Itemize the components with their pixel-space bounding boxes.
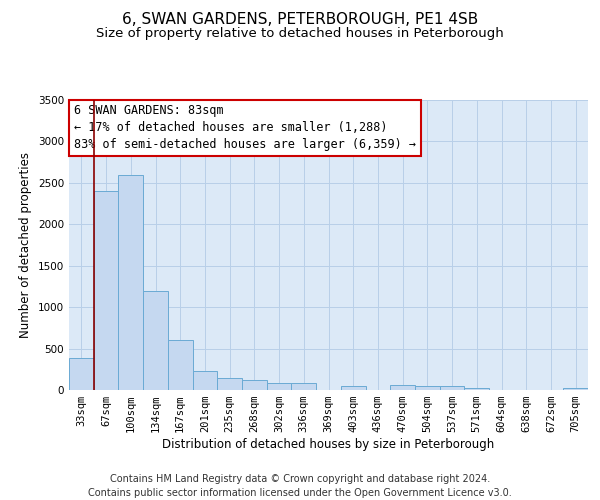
Bar: [168, 340, 193, 390]
Bar: [440, 386, 464, 390]
Bar: [242, 380, 267, 390]
Bar: [217, 378, 242, 390]
Bar: [464, 388, 489, 390]
Bar: [563, 388, 588, 390]
Bar: [267, 382, 292, 390]
Text: Size of property relative to detached houses in Peterborough: Size of property relative to detached ho…: [96, 28, 504, 40]
Bar: [390, 386, 415, 390]
Text: Contains HM Land Registry data © Crown copyright and database right 2024.
Contai: Contains HM Land Registry data © Crown c…: [88, 474, 512, 498]
Bar: [415, 386, 440, 390]
Bar: [341, 386, 365, 390]
Bar: [143, 290, 168, 390]
Bar: [69, 358, 94, 390]
Text: 6, SWAN GARDENS, PETERBOROUGH, PE1 4SB: 6, SWAN GARDENS, PETERBOROUGH, PE1 4SB: [122, 12, 478, 28]
Bar: [193, 371, 217, 390]
Bar: [94, 191, 118, 390]
Bar: [118, 174, 143, 390]
Text: 6 SWAN GARDENS: 83sqm
← 17% of detached houses are smaller (1,288)
83% of semi-d: 6 SWAN GARDENS: 83sqm ← 17% of detached …: [74, 104, 416, 152]
X-axis label: Distribution of detached houses by size in Peterborough: Distribution of detached houses by size …: [163, 438, 494, 451]
Y-axis label: Number of detached properties: Number of detached properties: [19, 152, 32, 338]
Bar: [292, 384, 316, 390]
